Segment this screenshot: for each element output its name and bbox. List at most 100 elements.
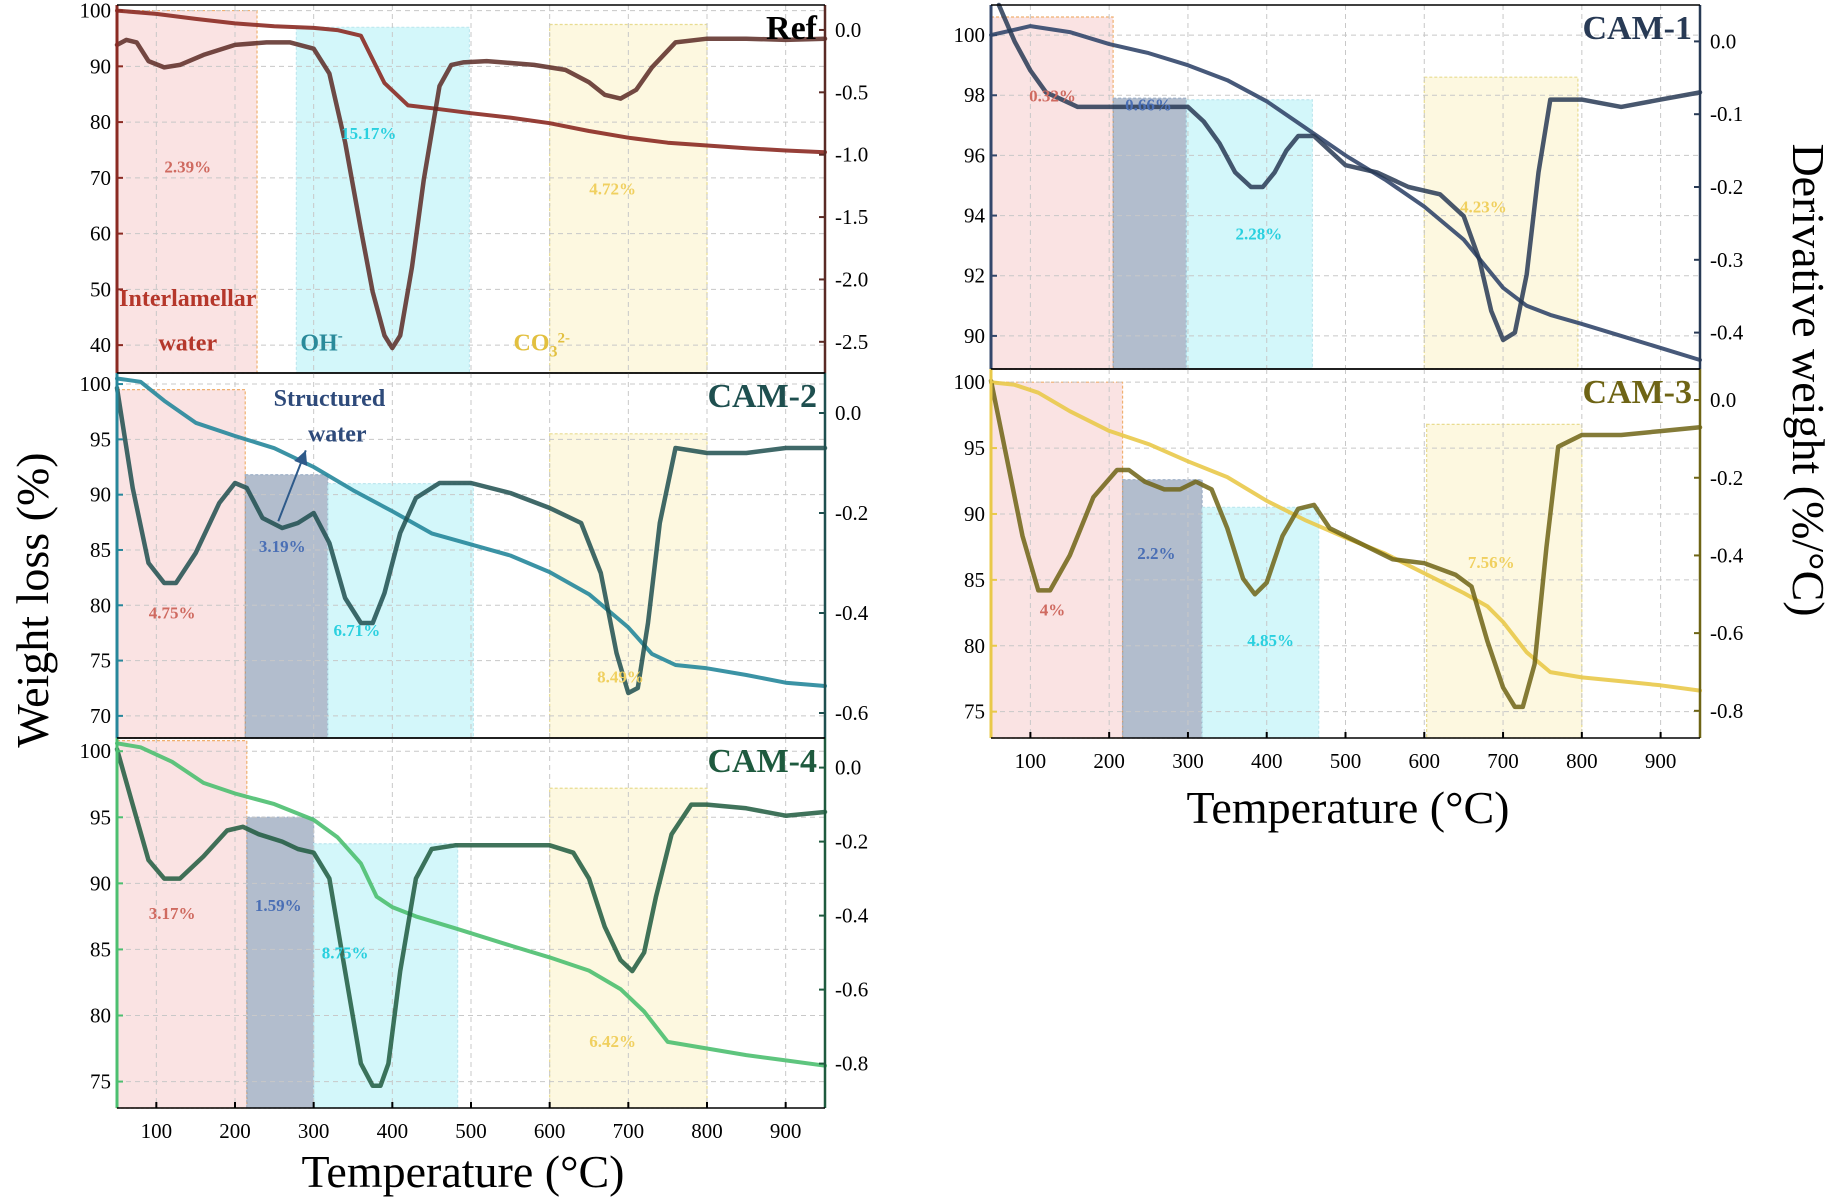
tg-curve [115,376,827,688]
region-water [990,16,1114,370]
region-pct-label: 0.66% [1125,95,1172,114]
ytick-right-label: 0.0 [1710,29,1736,53]
ytick-right-label: -0.4 [1710,321,1744,345]
ytick-right-label: 0.0 [835,401,861,425]
dtg-curve [988,378,1703,710]
region-pct-label: 0.32% [1029,86,1076,105]
ytick-left-label: 90 [90,483,111,507]
xtick-label: 600 [1409,749,1441,773]
ytick-right-label: -0.8 [1710,699,1743,723]
annotation-label: Structured [274,386,386,412]
ytick-right-label: -0.2 [1710,466,1743,490]
xtick-label: 500 [1330,749,1362,773]
region-water [116,9,258,374]
panel-title: CAM-1 [1582,10,1692,47]
xtick-label: 600 [534,1119,566,1143]
ytick-left-label: 92 [964,264,985,288]
ytick-left-label: 75 [90,649,111,673]
region-pct-label: 4.23% [1460,198,1507,217]
region-pct-label: 3.17% [149,904,196,923]
xtick-label: 700 [613,1119,645,1143]
ytick-left-label: 90 [964,324,985,348]
region-oh [327,483,474,739]
region-pct-label: 2.28% [1235,225,1282,244]
panel-cam-2: 70 75 80 85 90 95 100 0.0 -0.2 -0.4 -0.6 4.75% 3.19%… [80,372,869,739]
ytick-left-label: 80 [90,1004,111,1028]
ytick-left-label: 100 [80,372,112,396]
panel-cam-3: 75 80 85 90 95 100 0.0 -0.2 -0.4 -0.6 -0.8 100 200 30… [954,368,1744,773]
xtick-label: 300 [1172,749,1204,773]
panel-cam-1: 90 92 94 96 98 100 0.0 -0.1 -0.2 -0.3 -0.4 0.32% 0.6… [954,2,1744,370]
ytick-right-label: -2.0 [835,267,868,291]
panel-title: CAM-4 [707,743,817,780]
region-pct-label: 4.72% [589,180,636,199]
ytick-left-label: 75 [964,700,985,724]
xtick-label: 200 [219,1119,251,1143]
ytick-right-label: -0.5 [835,80,868,104]
ytick-left-label: 80 [90,110,111,134]
ytick-right-label: -0.4 [1710,543,1744,567]
ytick-left-label: 50 [90,277,111,301]
region-water [990,381,1124,739]
region-structured [1121,479,1203,739]
region-pct-label: 4.85% [1247,631,1294,650]
grid-lines [117,5,825,373]
region-pct-label: 7.56% [1468,553,1515,572]
tg-curve [115,8,827,155]
ytick-left-label: 80 [964,634,985,658]
annotation-label: OH- [300,329,342,357]
region-co3 [1423,76,1579,370]
ytick-right-label: 0.0 [1710,388,1736,412]
region-pct-label: 1.59% [255,896,302,915]
region-pct-label: 8.75% [322,944,369,963]
grid-lines [991,5,1700,369]
ytick-right-label: -2.5 [835,330,868,354]
ytick-right-label: -0.2 [835,501,868,525]
panel-ref: 40 50 60 70 80 90 100 0.0 -0.5 -1.0 -1.5 -2.0 -2.5 2.… [80,0,868,374]
ytick-left-label: 60 [90,222,111,246]
dtg-curve [114,385,828,696]
ytick-right-label: -1.5 [835,205,868,229]
dtg-curve [996,2,1703,343]
annotation-subscript: 3 [550,344,558,361]
ytick-left-label: 100 [80,739,112,763]
ytick-left-label: 98 [964,83,985,107]
xtick-label: 400 [377,1119,409,1143]
xtick-label: 500 [455,1119,487,1143]
annotation-superscript: - [338,329,343,345]
region-oh [1201,506,1320,739]
ytick-left-label: 70 [90,704,111,728]
region-pct-label: 4.75% [149,604,196,623]
xtick-label: 200 [1093,749,1125,773]
xtick-label: 300 [298,1119,330,1143]
region-structured [1112,97,1187,370]
ytick-right-label: -0.2 [1710,175,1743,199]
dtg-curve [114,36,828,351]
panel-title: CAM-2 [707,378,817,415]
region-pct-label: 2.2% [1137,544,1175,563]
region-pct-label: 8.49% [597,668,644,687]
region-pct-label: 3.19% [259,537,306,556]
ytick-left-label: 85 [964,568,985,592]
region-oh [313,843,459,1109]
ytick-left-label: 96 [964,143,985,167]
ytick-right-label: 0.0 [835,18,861,42]
ytick-left-label: 94 [964,204,986,228]
annotation-superscript: 2- [558,331,571,347]
ytick-left-label: 95 [90,805,111,829]
xtick-label: 900 [770,1119,802,1143]
ytick-right-label: -0.6 [835,701,868,725]
ytick-right-label: -0.3 [1710,248,1743,272]
panel-title: CAM-3 [1582,374,1692,411]
ytick-left-label: 100 [954,23,986,47]
ytick-left-label: 100 [80,0,112,23]
region-pct-label: 2.39% [164,157,211,176]
ytick-right-label: -0.8 [835,1052,868,1076]
ytick-left-label: 85 [90,937,111,961]
panel-cam-4: 75 80 85 90 95 100 0.0 -0.2 -0.4 -0.6 -0.8 100 200 30… [80,737,869,1143]
dtg-curve [114,746,828,1089]
annotation-label: Interlamellar [119,286,257,312]
xtick-label: 800 [1566,749,1598,773]
ytick-left-label: 90 [90,54,111,78]
